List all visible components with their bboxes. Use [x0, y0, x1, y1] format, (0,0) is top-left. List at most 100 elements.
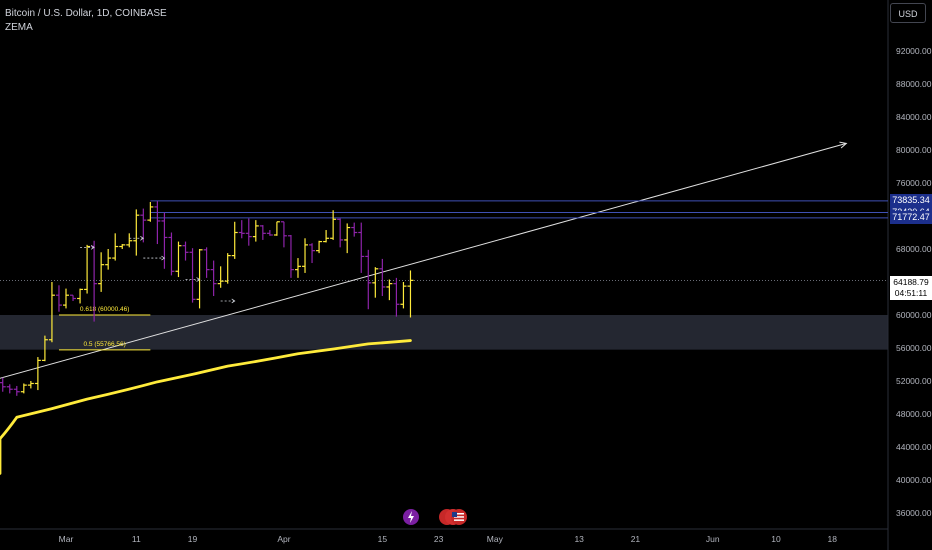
projection-arrowhead	[196, 277, 201, 282]
ohlc-bar	[161, 212, 168, 269]
ohlc-bar	[259, 225, 266, 240]
price-tick-label: 40000.00	[896, 475, 932, 485]
ohlc-bar	[280, 221, 287, 248]
ohlc-bar	[203, 247, 210, 278]
ohlc-bar	[252, 220, 259, 242]
time-tick-label: May	[487, 534, 504, 544]
time-tick-label: 13	[574, 534, 584, 544]
price-tick-label: 36000.00	[896, 508, 932, 518]
price-tick-label: 84000.00	[896, 112, 932, 122]
ohlc-bar	[126, 233, 133, 248]
ohlc-bar	[34, 357, 41, 391]
ohlc-bar	[154, 201, 161, 245]
ohlc-bar	[13, 385, 20, 396]
symbol-title: Bitcoin / U.S. Dollar, 1D, COINBASE	[5, 8, 167, 19]
ohlc-bar	[147, 201, 154, 222]
ohlc-bar	[393, 277, 400, 317]
time-tick-label: 19	[188, 534, 198, 544]
ohlc-bar	[210, 260, 217, 297]
us-flag-events-icon[interactable]	[438, 508, 468, 526]
ohlc-bar	[168, 232, 175, 276]
support-zone	[0, 315, 888, 350]
ohlc-bar	[344, 223, 351, 254]
price-tick-label: 88000.00	[896, 79, 932, 89]
resistance-lines[interactable]	[150, 200, 888, 219]
ohlc-bar	[55, 285, 62, 312]
trendline-layer[interactable]	[0, 141, 848, 432]
time-tick-label: Mar	[59, 534, 74, 544]
ohlc-bar	[112, 233, 119, 261]
resistance-price-badge: 73835.34	[890, 194, 932, 208]
price-tick-label: 76000.00	[896, 178, 932, 188]
projection-arrowhead	[90, 245, 95, 250]
ohlc-bar	[238, 220, 245, 239]
last-price-value: 64188.79	[893, 277, 929, 287]
ohlc-bar	[119, 244, 126, 249]
time-tick-label: 11	[132, 534, 141, 544]
time-tick-label: 15	[378, 534, 388, 544]
ohlc-bar	[63, 288, 69, 309]
price-axis[interactable]: 36000.00 40000.00 44000.00 48000.00 52000.00…	[896, 46, 932, 518]
ohlc-bar	[287, 234, 294, 278]
ohlc-bar	[351, 222, 358, 237]
last-price-tag: 64188.79 04:51:11	[890, 276, 932, 300]
ohlc-bar	[365, 249, 372, 310]
trendline	[0, 142, 847, 379]
support-zone-layer	[0, 315, 888, 350]
fib-label: 0.618 (60000.46)	[80, 306, 130, 313]
ohlc-bar	[48, 282, 55, 343]
ohlc-bar	[386, 279, 393, 301]
fib-label: 0.5 (55766.56)	[84, 341, 126, 348]
lightning-icon[interactable]	[402, 508, 420, 526]
ohlc-bar	[379, 258, 386, 297]
ohlc-bar	[316, 240, 323, 254]
price-tick-label: 52000.00	[896, 376, 932, 386]
ohlc-bar	[330, 210, 337, 240]
ohlc-bar	[175, 241, 182, 278]
ohlc-bar	[77, 288, 84, 304]
ohlc-bar	[133, 209, 140, 256]
ohlc-bar	[105, 249, 112, 270]
fib-levels[interactable]: 0.618 (60000.46) 0.5 (55766.56)	[58, 306, 151, 351]
ohlc-bar	[309, 243, 316, 264]
ohlc-bar	[231, 221, 238, 259]
resistance-price-badge: 71772.47	[890, 211, 932, 225]
bar-countdown: 04:51:11	[894, 288, 928, 298]
time-tick-label: Apr	[277, 534, 290, 544]
ohlc-bar	[27, 381, 34, 389]
ohlc-bar	[70, 294, 77, 301]
ohlc-bar	[372, 267, 379, 298]
ohlc-bar	[189, 248, 196, 303]
price-tick-label: 44000.00	[896, 442, 932, 452]
ohlc-bar	[41, 335, 48, 362]
time-axis[interactable]: Mar 11 19 Apr 15 23 May 13 21 Jun 10 18	[0, 528, 888, 544]
zema-line	[0, 339, 412, 475]
ohlc-bar	[217, 266, 224, 288]
projection-arrowhead	[161, 255, 166, 261]
ohlc-bar	[323, 230, 330, 243]
ohlc-bar	[196, 249, 203, 309]
time-tick-label: 10	[771, 534, 781, 544]
ohlc-bar	[182, 241, 189, 261]
ohlc-bar	[266, 230, 273, 236]
price-tick-label: 68000.00	[896, 244, 932, 254]
price-tick-label: 92000.00	[896, 46, 932, 56]
projection-arrowhead	[140, 235, 145, 241]
ohlc-bar	[20, 383, 27, 394]
zema-layer	[0, 339, 412, 475]
time-tick-label: 21	[631, 534, 641, 544]
indicator-label[interactable]: ZEMA	[5, 22, 33, 33]
ohlc-bar	[294, 258, 301, 278]
ohlc-bar	[98, 252, 105, 292]
ohlc-bar	[84, 244, 91, 294]
price-tick-label: 56000.00	[896, 343, 932, 353]
currency-button[interactable]: USD	[890, 3, 926, 23]
price-tick-label: 48000.00	[896, 409, 932, 419]
ohlc-bar	[407, 270, 414, 318]
ohlc-bar	[6, 384, 13, 394]
ohlc-bar	[245, 218, 252, 246]
time-tick-label: 18	[828, 534, 838, 544]
price-tick-label: 60000.00	[896, 310, 932, 320]
ohlc-bar	[224, 253, 231, 284]
